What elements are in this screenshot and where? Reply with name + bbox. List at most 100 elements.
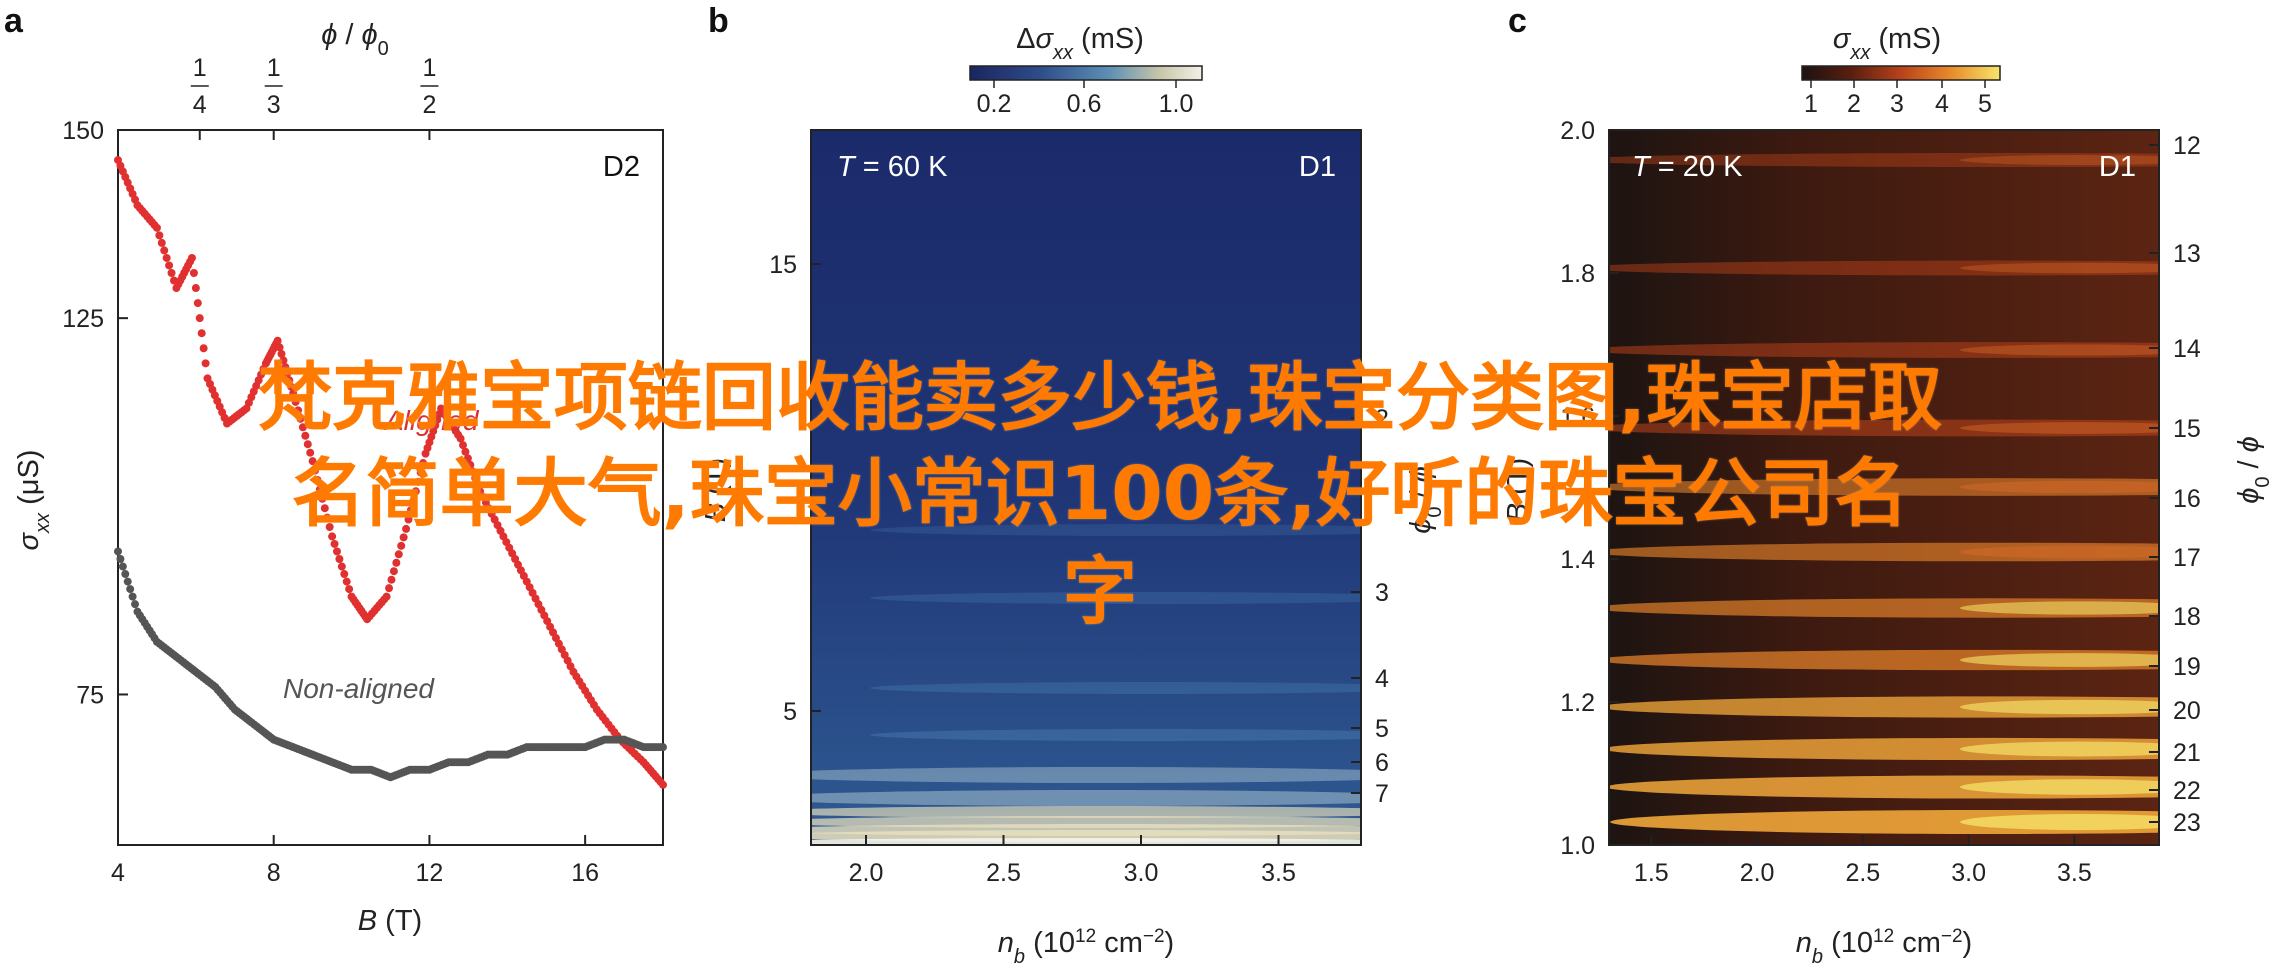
panel-c-landau-fringes xyxy=(1609,153,2159,834)
right-tick-label: 20 xyxy=(2173,697,2201,725)
aligned-point xyxy=(419,459,428,468)
aligned-point xyxy=(187,253,196,262)
y-tick-label: 5 xyxy=(783,698,797,726)
panel-a-x-axis-label: B (T) xyxy=(358,905,422,937)
x-tick-label: 1.5 xyxy=(1634,859,1669,887)
x-tick-label: 3.5 xyxy=(1261,859,1296,887)
series-label-aligned: Aligned xyxy=(383,405,480,436)
y-tick-label: 125 xyxy=(62,305,104,333)
aligned-point xyxy=(411,487,420,496)
panel-a-letter: a xyxy=(4,2,24,40)
panel-b-y-ticks: 5 15 xyxy=(769,251,821,726)
right-tick-label: 21 xyxy=(2173,739,2201,767)
aligned-point xyxy=(191,284,200,293)
right-tick-label: 15 xyxy=(2173,415,2201,443)
aligned-point xyxy=(199,344,208,353)
aligned-point xyxy=(285,376,294,385)
aligned-point xyxy=(387,575,396,584)
aligned-point xyxy=(466,460,475,469)
fringe-band xyxy=(1609,419,2159,437)
panel-c-device-tag: D1 xyxy=(2099,151,2136,183)
aligned-point xyxy=(404,515,413,524)
aligned-point xyxy=(471,474,480,483)
non-aligned-point xyxy=(126,585,135,594)
right-tick-label: 2 xyxy=(1375,405,1389,433)
fringe-band xyxy=(1960,422,2159,434)
aligned-point xyxy=(414,477,423,486)
aligned-point xyxy=(330,539,339,548)
aligned-point xyxy=(332,547,341,556)
fringe-band xyxy=(811,790,1361,806)
non-aligned-point xyxy=(128,592,137,601)
aligned-point xyxy=(459,441,468,450)
aligned-point xyxy=(389,567,398,576)
aligned-point xyxy=(325,523,334,532)
fringe-band xyxy=(870,524,1361,536)
y-tick-label: 1.0 xyxy=(1560,832,1595,860)
aligned-point xyxy=(328,532,337,541)
aligned-point xyxy=(311,466,320,475)
right-tick-label: 23 xyxy=(2173,809,2201,837)
panel-b-temperature: T = 60 K xyxy=(837,151,948,183)
aligned-point xyxy=(294,406,303,415)
panel-b-right-ticks: 2 3 4 5 6 7 xyxy=(1351,405,1389,808)
aligned-point xyxy=(165,261,174,270)
aligned-point xyxy=(399,533,408,542)
watermark-line-2: 名简单大气,珠宝小常识100条,好听的珠宝公司名 xyxy=(291,451,1909,537)
aligned-point xyxy=(463,454,472,463)
aligned-point xyxy=(162,253,171,262)
aligned-point xyxy=(279,356,288,365)
aligned-point xyxy=(342,577,351,586)
aligned-point xyxy=(189,269,198,277)
fringe-band xyxy=(1960,155,2159,165)
non-aligned-point xyxy=(131,600,140,609)
panel-b-frame xyxy=(810,129,1362,846)
right-tick-label: 5 xyxy=(1375,715,1389,743)
panel-b-heatmap xyxy=(811,130,1361,845)
panel-a-frame xyxy=(117,129,664,846)
non-aligned-point xyxy=(116,555,125,563)
aligned-point xyxy=(298,423,307,432)
aligned-point xyxy=(409,496,418,505)
fringe-band xyxy=(1609,260,2159,276)
colorbar-tick-label: 1 xyxy=(1804,90,1818,118)
top-tick-denominator: 3 xyxy=(267,91,281,119)
x-tick-label: 4 xyxy=(111,859,125,887)
panel-b-colorbar-ticks: 0.2 0.6 1.0 xyxy=(977,80,1193,118)
aligned-point xyxy=(315,485,324,494)
right-tick-label: 16 xyxy=(2173,485,2201,513)
colorbar-tick-label: 5 xyxy=(1978,90,1992,118)
aligned-point xyxy=(275,343,284,352)
fringe-band xyxy=(1960,779,2159,795)
aligned-point xyxy=(283,369,292,378)
fringe-band xyxy=(1960,262,2159,274)
panel-a-top-axis: 1 4 1 3 1 2 xyxy=(190,54,439,140)
x-tick-label: 2.5 xyxy=(986,859,1021,887)
non-aligned-point xyxy=(118,562,127,571)
panel-b: b Δσxx (mS) 0.2 0.6 1.0 2.0 2.5 3.0 3.5 5 15 2… xyxy=(700,2,1446,967)
non-aligned-point xyxy=(114,547,122,556)
y-tick-label: 1.6 xyxy=(1560,403,1595,431)
aligned-point xyxy=(301,431,310,440)
aligned-point xyxy=(473,480,482,489)
panel-b-letter: b xyxy=(708,2,729,40)
x-tick-label: 12 xyxy=(416,859,444,887)
aligned-point xyxy=(456,434,465,443)
aligned-point xyxy=(320,504,329,513)
aligned-point xyxy=(416,468,425,477)
fringe-band xyxy=(1960,699,2159,715)
aligned-point xyxy=(273,336,282,345)
right-tick-label: 13 xyxy=(2173,240,2201,268)
fringe-band xyxy=(870,592,1361,604)
aligned-point xyxy=(394,550,403,559)
fringe-band xyxy=(1960,545,2159,559)
fringe-band xyxy=(870,729,1361,741)
aligned-point xyxy=(155,231,164,240)
panel-c-y-axis-label: B (T) xyxy=(1502,458,1534,522)
right-tick-label: 7 xyxy=(1375,780,1389,808)
right-tick-label: 12 xyxy=(2173,132,2201,160)
aligned-point xyxy=(306,448,315,457)
aligned-point xyxy=(197,329,206,338)
aligned-point xyxy=(659,780,667,789)
